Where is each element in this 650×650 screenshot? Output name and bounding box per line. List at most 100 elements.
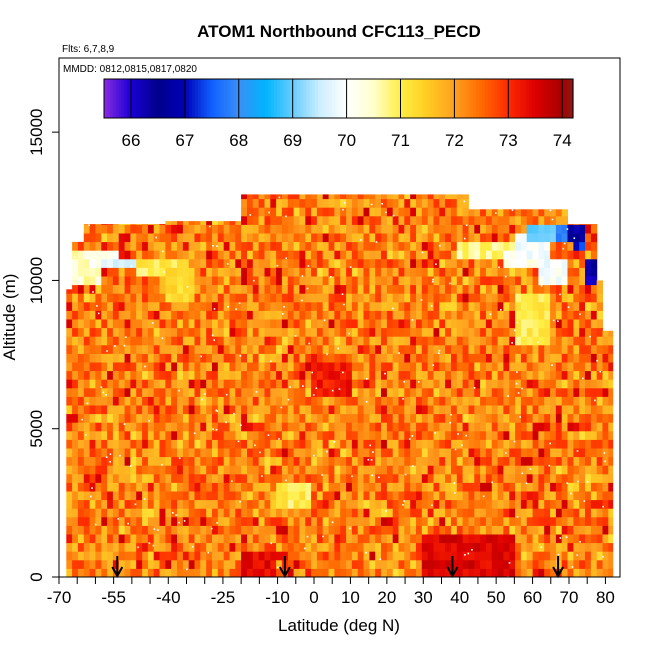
heatmap-cell bbox=[421, 293, 429, 303]
heatmap-cell bbox=[258, 482, 265, 492]
heatmap-cell bbox=[258, 198, 265, 208]
heatmap-cell bbox=[451, 310, 458, 320]
colorbar-segment bbox=[341, 79, 345, 118]
heatmap-cell bbox=[112, 258, 120, 268]
heatmap-cell bbox=[433, 319, 440, 329]
heatmap-cell bbox=[223, 258, 230, 268]
heatmap-cell bbox=[258, 310, 265, 320]
heatmap-cell bbox=[147, 542, 155, 552]
heatmap-cell bbox=[421, 198, 429, 208]
colorbar-segment bbox=[232, 79, 237, 118]
heatmap-cell bbox=[386, 379, 394, 389]
heatmap-cell bbox=[515, 267, 522, 277]
heatmap-cell bbox=[538, 301, 545, 311]
heatmap-cell bbox=[311, 293, 318, 303]
heatmap-cell bbox=[328, 194, 335, 200]
heatmap-cell bbox=[445, 396, 452, 406]
colorbar-segment bbox=[385, 79, 389, 118]
heatmap-cell bbox=[491, 499, 499, 509]
heatmap-cell bbox=[66, 430, 73, 440]
heatmap-cell bbox=[182, 336, 190, 346]
heatmap-cell bbox=[421, 568, 429, 578]
sample-dot bbox=[148, 542, 151, 544]
heatmap-cell bbox=[340, 258, 347, 268]
heatmap-cell bbox=[136, 568, 143, 578]
heatmap-cell bbox=[386, 465, 394, 475]
heatmap-cell bbox=[83, 516, 91, 526]
heatmap-cell bbox=[322, 525, 329, 535]
heatmap-cell bbox=[153, 439, 160, 449]
heatmap-cell bbox=[334, 194, 341, 200]
heatmap-cell bbox=[316, 250, 324, 260]
heatmap-cell bbox=[217, 310, 225, 320]
heatmap-cell bbox=[538, 379, 545, 389]
heatmap-cell bbox=[165, 319, 172, 329]
heatmap-cell bbox=[212, 387, 219, 397]
heatmap-cell bbox=[212, 430, 219, 440]
heatmap-cell bbox=[497, 413, 504, 423]
heatmap-cell bbox=[299, 551, 306, 561]
sample-dot bbox=[213, 339, 215, 341]
heatmap-cell bbox=[264, 499, 271, 509]
heatmap-cell bbox=[293, 233, 300, 243]
sample-dot bbox=[127, 522, 129, 525]
heatmap-cell bbox=[369, 491, 376, 501]
heatmap-cell bbox=[346, 473, 353, 483]
heatmap-cell bbox=[101, 448, 108, 458]
heatmap-cell bbox=[299, 448, 306, 458]
heatmap-cell bbox=[95, 379, 102, 389]
heatmap-cell bbox=[83, 344, 91, 354]
heatmap-cell bbox=[159, 568, 166, 578]
heatmap-cell bbox=[159, 241, 166, 251]
colorbar-segment bbox=[218, 79, 222, 118]
heatmap-cell bbox=[281, 207, 289, 217]
heatmap-cell bbox=[124, 284, 131, 294]
sample-dot bbox=[308, 342, 311, 345]
heatmap-cell bbox=[136, 327, 143, 337]
sample-dot bbox=[463, 237, 466, 240]
heatmap-cell bbox=[112, 559, 120, 569]
heatmap-cell bbox=[72, 276, 79, 286]
heatmap-cell bbox=[72, 559, 79, 569]
heatmap-cell bbox=[392, 370, 399, 380]
sample-dot bbox=[306, 287, 309, 290]
heatmap-cell bbox=[369, 250, 376, 260]
heatmap-cell bbox=[451, 241, 458, 251]
heatmap-cell bbox=[427, 422, 434, 432]
heatmap-cell bbox=[311, 542, 318, 552]
heatmap-cell bbox=[392, 387, 399, 397]
heatmap-cell bbox=[456, 276, 464, 286]
heatmap-cell bbox=[404, 276, 411, 286]
colorbar-segment bbox=[206, 79, 211, 118]
heatmap-cell bbox=[136, 396, 143, 406]
heatmap-cell bbox=[381, 258, 388, 268]
heatmap-cell bbox=[392, 448, 399, 458]
heatmap-cell bbox=[340, 327, 347, 337]
heatmap-cell bbox=[485, 267, 493, 277]
heatmap-cell bbox=[136, 508, 143, 518]
heatmap-cell bbox=[293, 293, 300, 303]
heatmap-cell bbox=[83, 542, 91, 552]
heatmap-cell bbox=[72, 267, 79, 277]
heatmap-cell bbox=[596, 370, 603, 380]
heatmap-cell bbox=[351, 336, 359, 346]
heatmap-cell bbox=[363, 215, 370, 225]
heatmap-cell bbox=[276, 534, 283, 544]
heatmap-cell bbox=[462, 568, 469, 578]
heatmap-cell bbox=[433, 344, 440, 354]
heatmap-cell bbox=[287, 508, 295, 518]
sample-dot bbox=[540, 285, 543, 287]
heatmap-cell bbox=[77, 379, 85, 389]
heatmap-cell bbox=[357, 482, 364, 492]
heatmap-cell bbox=[89, 439, 96, 449]
heatmap-cell bbox=[281, 370, 289, 380]
heatmap-cell bbox=[305, 387, 312, 397]
heatmap-cell bbox=[398, 284, 405, 294]
heatmap-cell bbox=[503, 284, 510, 294]
heatmap-cell bbox=[328, 224, 335, 234]
sample-dot bbox=[311, 371, 313, 374]
heatmap-cell bbox=[212, 551, 219, 561]
heatmap-cell bbox=[590, 422, 598, 432]
heatmap-cell bbox=[346, 534, 353, 544]
colorbar-segment bbox=[490, 79, 495, 118]
